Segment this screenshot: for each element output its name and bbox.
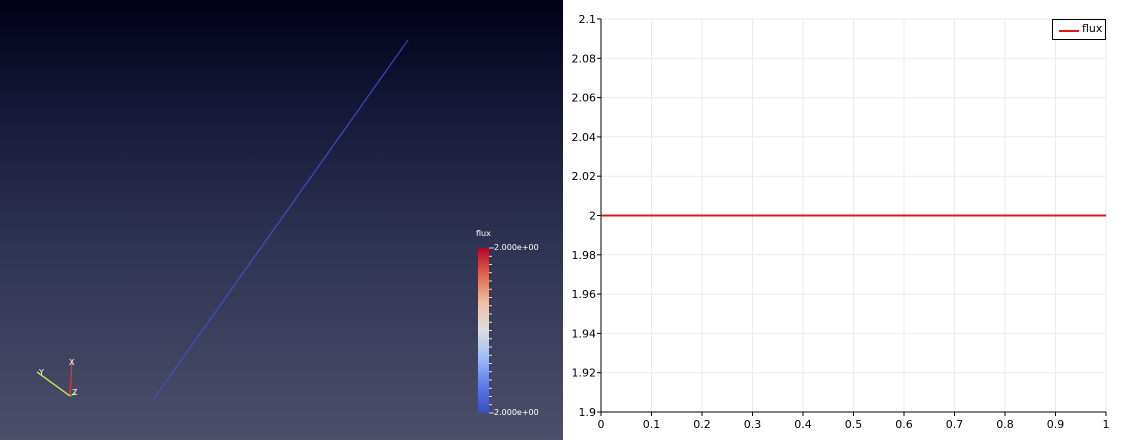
- gizmo-z-label: Z: [72, 388, 78, 397]
- x-tick-label: 0: [598, 418, 605, 431]
- chart-axes: 0 0.1 0.2 0.3 0.4 0.5 0.6 0.7 0.8 0.9 1 1.9 1.92 1.94…: [572, 13, 1110, 431]
- line-chart-view[interactable]: 0 0.1 0.2 0.3 0.4 0.5 0.6 0.7 0.8 0.9 1 1.9 1.92 1.94…: [563, 0, 1126, 440]
- x-tick-label: 0.5: [845, 418, 863, 431]
- x-tick-label: 0.3: [744, 418, 762, 431]
- gizmo-x-axis: [69, 359, 73, 397]
- y-tick-label: 1.9: [579, 406, 597, 419]
- y-tick-label: 2.1: [579, 13, 597, 26]
- x-tick-label: 0.9: [1047, 418, 1065, 431]
- data-line: [152, 39, 409, 401]
- x-tick-label: 0.6: [895, 418, 913, 431]
- gizmo-z-axis: [69, 392, 77, 397]
- axes-gizmo[interactable]: X Y Z: [36, 358, 78, 397]
- chart-legend[interactable]: flux: [1052, 19, 1106, 40]
- gizmo-y-axis: [36, 371, 71, 397]
- y-tick-label: 1.98: [572, 249, 597, 262]
- colorbar-title: flux: [476, 229, 491, 238]
- gizmo-x-label: X: [69, 358, 75, 367]
- y-tick-label: 2.02: [572, 170, 597, 183]
- render-view-3d[interactable]: X Y Z flux 2.000e+00 2.000e+00: [0, 0, 563, 440]
- render-view-svg[interactable]: X Y Z: [0, 0, 563, 440]
- legend-label-flux: flux: [1082, 22, 1103, 35]
- x-tick-label: 0.4: [794, 418, 812, 431]
- chart-svg[interactable]: 0 0.1 0.2 0.3 0.4 0.5 0.6 0.7 0.8 0.9 1 1.9 1.92 1.94…: [563, 0, 1126, 440]
- y-tick-label: 2.06: [572, 92, 597, 105]
- x-tick-label: 0.2: [693, 418, 711, 431]
- gizmo-y-label: Y: [38, 368, 44, 377]
- y-tick-label: 1.92: [572, 367, 597, 380]
- y-tick-label: 2.04: [572, 131, 597, 144]
- legend-swatch-flux: [1059, 30, 1079, 32]
- y-tick-label: 2.08: [572, 52, 597, 65]
- x-tick-label: 0.7: [946, 418, 964, 431]
- y-tick-label: 1.94: [572, 327, 597, 340]
- y-tick-label: 2: [589, 210, 596, 223]
- x-tick-label: 0.1: [643, 418, 661, 431]
- colorbar[interactable]: [478, 248, 489, 413]
- x-tick-label: 0.8: [996, 418, 1014, 431]
- x-tick-label: 1: [1103, 418, 1110, 431]
- y-tick-label: 1.96: [572, 288, 597, 301]
- colorbar-ticks: [489, 247, 494, 414]
- colorbar-min-label: 2.000e+00: [494, 408, 539, 417]
- colorbar-max-label: 2.000e+00: [494, 243, 539, 252]
